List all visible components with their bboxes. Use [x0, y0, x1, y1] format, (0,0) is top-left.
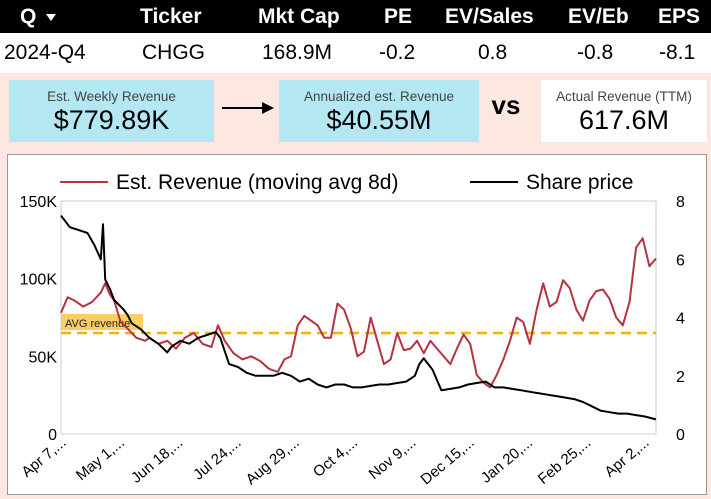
cell-mkt-cap: 168.9M — [262, 41, 333, 64]
arrow-right-icon — [222, 102, 274, 114]
cell-ev-sales: 0.8 — [478, 41, 508, 64]
y-left-tick-label: 150K — [20, 194, 58, 211]
legend-label-share-price: Share price — [526, 171, 633, 194]
y-left-tick-label: 50K — [29, 349, 58, 366]
column-header-mkt-cap[interactable]: Mkt Cap — [258, 5, 340, 28]
column-header-ticker[interactable]: Ticker — [140, 5, 202, 28]
series-line-share-price — [60, 214, 657, 421]
table-header: Q Ticker Mkt Cap PE EV/Sales EV/Eb EPS — [0, 0, 711, 33]
kpi-weekly-value: $779.89K — [53, 105, 170, 135]
cell-eps: -8.1 — [659, 41, 696, 64]
x-tick-label: May 1,... — [73, 434, 128, 484]
x-tick-label: Feb 25,... — [535, 434, 594, 488]
y-left-tick-label: 100K — [20, 272, 58, 289]
y-right-tick-label: 2 — [676, 369, 685, 386]
column-header-pe[interactable]: PE — [384, 5, 413, 28]
column-header-ev-sales[interactable]: EV/Sales — [445, 5, 534, 28]
kpi-actual-label: Actual Revenue (TTM) — [556, 89, 692, 104]
legend-label-revenue: Est. Revenue (moving avg 8d) — [116, 171, 398, 194]
column-header-q[interactable]: Q — [20, 0, 57, 33]
x-tick-label: Oct 4,... — [310, 434, 361, 481]
column-header-eps[interactable]: EPS — [658, 5, 701, 28]
y-right-tick-label: 0 — [676, 427, 685, 444]
kpi-annual-value: $40.55M — [326, 105, 432, 135]
x-tick-label: Jul 24,... — [190, 434, 244, 483]
x-tick-label: Jun 18,... — [128, 434, 186, 487]
y-left-tick-label: 0 — [48, 427, 57, 444]
x-tick-label: Aug 29,... — [243, 434, 303, 488]
x-tick-label: Jan 20,... — [478, 434, 536, 487]
avg-revenue-label: AVG revenue — [65, 318, 130, 330]
revenue-chart: 0 50K 100K 150K 0 2 4 6 8 Apr 7,... May 1,... Jun 1… — [7, 154, 707, 495]
series-line-revenue — [60, 237, 657, 389]
x-tick-label: Apr 7,... — [18, 434, 69, 481]
y-right-tick-label: 8 — [676, 194, 685, 211]
kpi-annualized-revenue: Annualized est. Revenue $40.55M — [279, 80, 479, 142]
vs-label: vs — [491, 90, 521, 120]
cell-ticker: CHGG — [142, 41, 205, 64]
x-tick-label: Apr 2,... — [601, 434, 652, 481]
table-row[interactable]: 2024-Q4 CHGG 168.9M -0.2 0.8 -0.8 -8.1 — [0, 33, 711, 73]
cell-pe: -0.2 — [379, 41, 416, 64]
kpi-actual-revenue: Actual Revenue (TTM) 617.6M — [541, 80, 707, 142]
column-header-ev-eb[interactable]: EV/Eb — [568, 5, 629, 28]
chart-svg: 0 50K 100K 150K 0 2 4 6 8 Apr 7,... May 1,... Jun 1… — [18, 171, 685, 488]
kpi-weekly-label: Est. Weekly Revenue — [47, 89, 176, 104]
x-tick-label: Dec 15,... — [418, 434, 478, 488]
chevron-down-icon[interactable] — [46, 13, 57, 21]
avg-revenue-label-bg — [61, 314, 143, 331]
x-tick-label: Nov 9,... — [366, 434, 420, 483]
kpi-annual-label: Annualized est. Revenue — [303, 89, 455, 104]
y-right-tick-label: 6 — [676, 252, 685, 269]
cell-quarter: 2024-Q4 — [4, 41, 86, 64]
cell-ev-eb: -0.8 — [577, 41, 614, 64]
kpi-actual-value: 617.6M — [578, 105, 670, 135]
kpi-weekly-revenue: Est. Weekly Revenue $779.89K — [9, 80, 214, 142]
plot-area — [60, 200, 657, 435]
y-right-tick-label: 4 — [676, 311, 685, 328]
